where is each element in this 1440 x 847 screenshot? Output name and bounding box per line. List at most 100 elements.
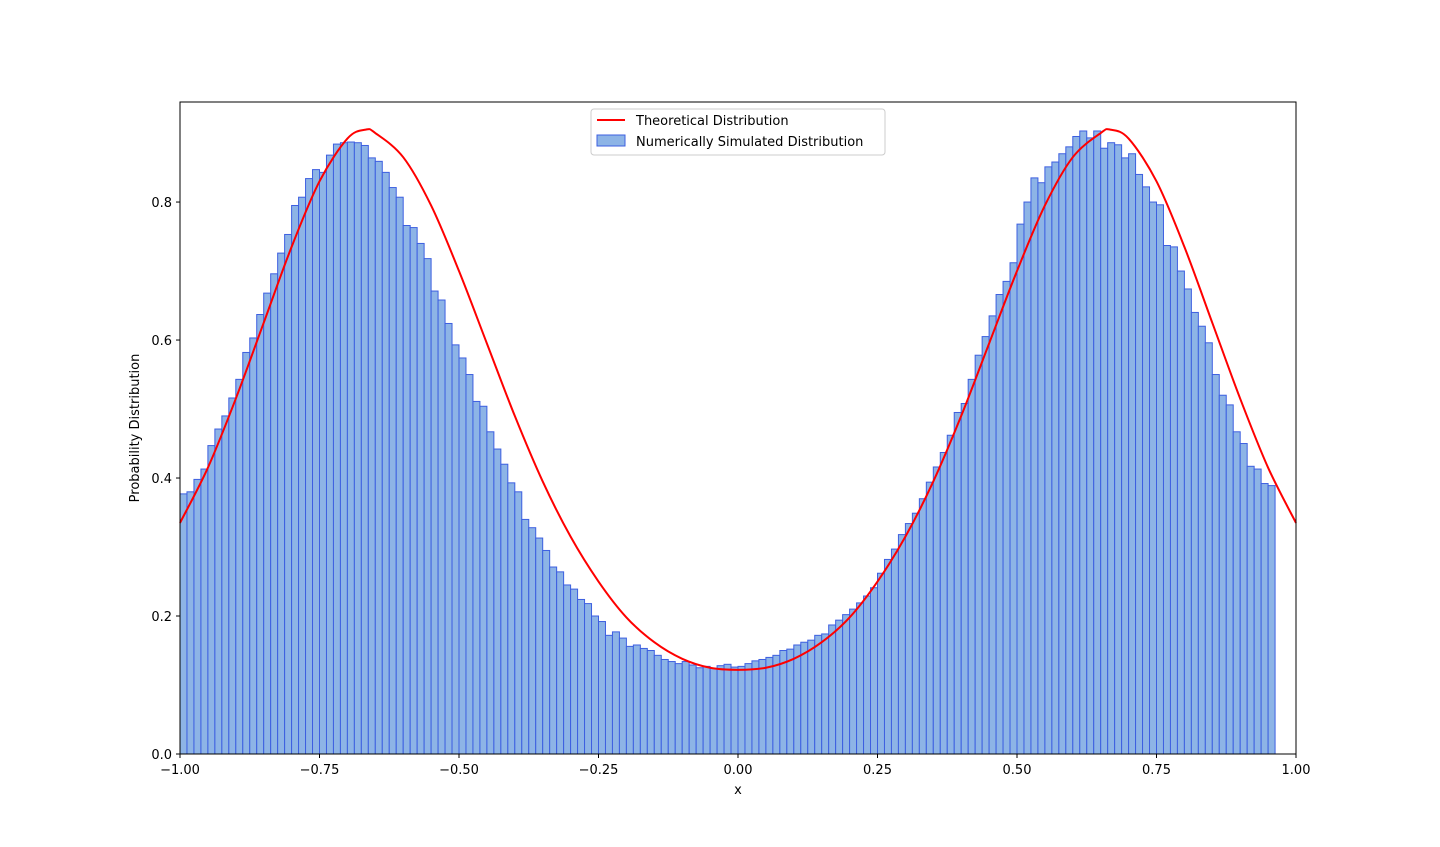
histogram-bar	[339, 142, 348, 755]
histogram-bar	[577, 598, 586, 755]
histogram-bar	[856, 602, 865, 755]
histogram-bar	[758, 658, 767, 755]
histogram-bar	[925, 481, 934, 755]
histogram-bar	[1121, 157, 1130, 755]
histogram-bar	[479, 405, 488, 755]
histogram-bar	[319, 171, 327, 755]
histogram-bar	[1100, 147, 1109, 755]
histogram-bar	[1058, 153, 1067, 755]
histogram-bar	[374, 160, 383, 755]
histogram-bar	[625, 645, 634, 755]
histogram-bar	[828, 624, 837, 755]
histogram-bar	[214, 428, 223, 755]
histogram-bar	[409, 227, 418, 755]
histogram-bar	[911, 512, 920, 755]
histogram-bar	[1232, 431, 1241, 755]
histogram-bar	[953, 411, 962, 755]
histogram-bar	[556, 571, 565, 755]
histogram-bars	[179, 130, 1276, 755]
histogram-bar	[1037, 182, 1046, 755]
x-tick-label: −0.50	[439, 763, 479, 778]
histogram-bar	[256, 314, 265, 755]
histogram-bar	[1183, 288, 1192, 755]
histogram-bar	[598, 621, 606, 755]
histogram-bar	[939, 451, 948, 755]
histogram-bar	[814, 634, 823, 755]
y-tick-label: 0.0	[151, 748, 172, 763]
histogram-bar	[772, 654, 781, 755]
histogram-bar	[765, 656, 774, 755]
histogram-bar	[1162, 245, 1171, 755]
histogram-bar	[207, 445, 216, 755]
histogram-bar	[1246, 465, 1255, 755]
histogram-bar	[1211, 374, 1220, 755]
histogram-bar	[402, 225, 411, 755]
histogram-bar	[270, 273, 279, 755]
histogram-bar	[1267, 485, 1276, 755]
histogram-bar	[1260, 483, 1269, 755]
histogram-bar	[695, 667, 704, 755]
histogram-bar	[1086, 137, 1095, 755]
histogram-bar	[430, 290, 439, 755]
histogram-bar	[779, 650, 788, 755]
histogram-bar	[1176, 270, 1185, 755]
histogram-bar	[1142, 186, 1151, 755]
histogram-bar	[472, 400, 481, 755]
histogram-bar	[974, 354, 983, 755]
x-tick-label: 0.25	[863, 763, 892, 778]
histogram-bar	[305, 178, 314, 755]
histogram-bar	[1135, 173, 1144, 755]
histogram-bar	[1002, 280, 1011, 755]
histogram-bar	[493, 448, 502, 755]
histogram-bar	[521, 518, 530, 755]
histogram-bar	[451, 344, 460, 755]
histogram-bar	[298, 196, 307, 755]
histogram-bar	[200, 468, 209, 755]
histogram-bar	[890, 548, 899, 755]
histogram-bar	[870, 587, 879, 755]
histogram-bar	[360, 144, 369, 755]
histogram-bar	[946, 434, 955, 755]
histogram-bar	[821, 633, 830, 755]
histogram-bar	[737, 665, 746, 755]
legend-bar-swatch	[596, 134, 626, 147]
histogram-bar	[186, 491, 195, 755]
histogram-bar	[458, 357, 467, 755]
histogram-bar	[312, 169, 320, 755]
histogram-bar	[716, 665, 725, 755]
histogram-bar	[388, 187, 397, 755]
histogram-bar	[744, 663, 753, 755]
y-axis-ticks: 0.0 0.2 0.4 0.6 0.8	[151, 196, 180, 763]
histogram-bar	[423, 258, 432, 755]
y-tick-label: 0.6	[151, 334, 172, 349]
histogram-bar	[514, 491, 523, 755]
histogram-bar	[1065, 146, 1074, 755]
histogram-bar	[437, 299, 446, 755]
histogram-bar	[528, 527, 537, 755]
histogram-bar	[1072, 135, 1081, 755]
histogram-bar	[660, 658, 669, 755]
histogram-bar	[332, 143, 341, 755]
histogram-bar	[277, 252, 286, 755]
histogram-bar	[967, 378, 976, 755]
histogram-bar	[535, 537, 544, 755]
histogram-bar	[242, 351, 251, 755]
theoretical-distribution-line	[179, 128, 1297, 671]
histogram-bar	[228, 397, 237, 755]
histogram-bar	[1169, 246, 1178, 755]
histogram-bar	[723, 663, 732, 755]
histogram-bar	[1107, 142, 1116, 755]
histogram-bar	[932, 466, 941, 755]
histogram-bar	[604, 634, 613, 755]
histogram-bar	[284, 233, 293, 755]
histogram-bar	[1030, 177, 1039, 755]
legend-box	[590, 108, 886, 156]
x-tick-label: 0.75	[1142, 763, 1171, 778]
histogram-bar	[1128, 153, 1137, 755]
histogram-bar	[1093, 130, 1102, 755]
histogram-bar	[563, 584, 572, 755]
histogram-bar	[918, 498, 927, 755]
histogram-bar	[367, 157, 376, 755]
